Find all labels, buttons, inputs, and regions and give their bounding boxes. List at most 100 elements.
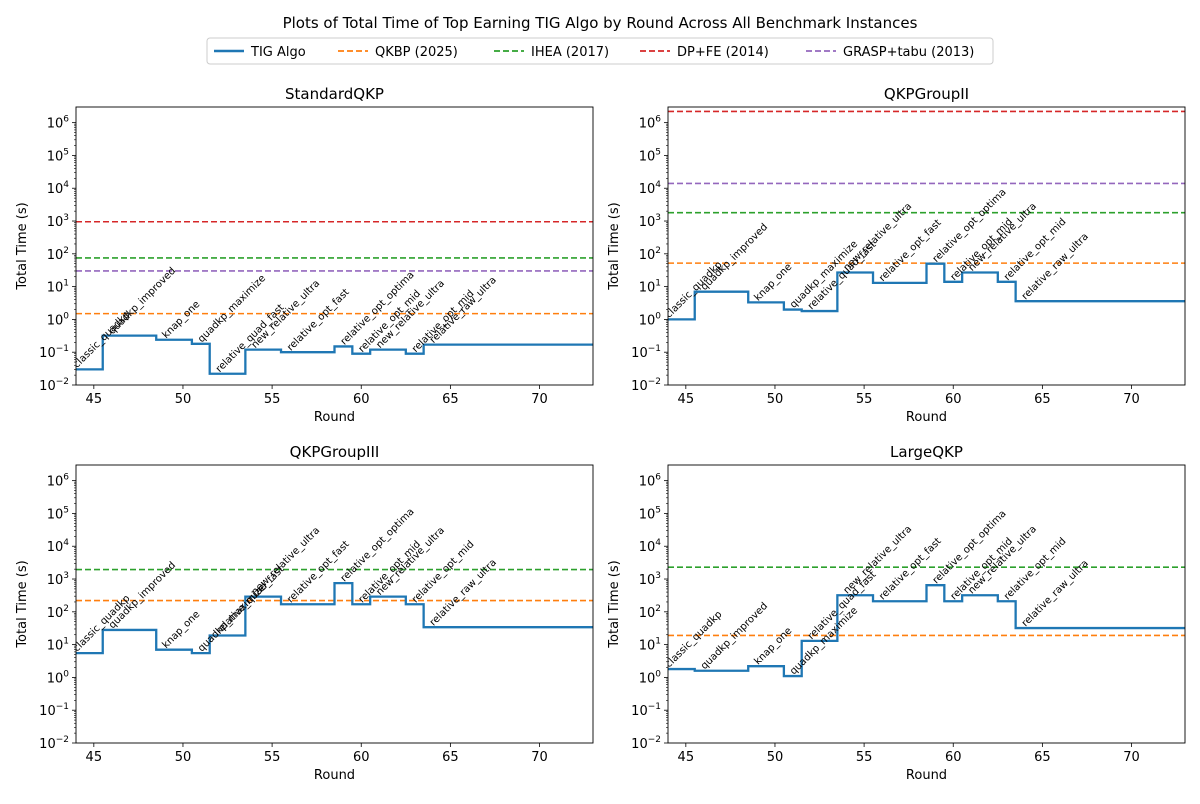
legend-item-tig-algo: TIG Algo	[214, 45, 306, 60]
x-tick-label: 70	[531, 392, 548, 407]
legend-label: QKBP (2025)	[375, 45, 458, 60]
x-tick-label: 60	[353, 750, 370, 765]
step-line-tig-algo	[668, 584, 1185, 678]
y-tick-label: 105	[47, 505, 69, 522]
x-tick-label: 45	[86, 750, 103, 765]
y-tick-label: 102	[639, 246, 661, 263]
annotation-label: quadkp_improved	[699, 222, 770, 293]
step-line-tig-algo	[76, 581, 593, 655]
x-axis-label: Round	[906, 410, 947, 425]
annotation-label: knap_one	[752, 625, 794, 667]
x-tick-label: 70	[531, 750, 548, 765]
y-tick-label: 100	[47, 311, 70, 328]
plot-area: classic_quadkpquadkp_improvedknap_onequa…	[668, 110, 1185, 321]
y-tick-label: 106	[47, 115, 70, 132]
y-tick-label: 106	[47, 473, 70, 490]
x-axis-label: Round	[314, 410, 355, 425]
legend-label: DP+FE (2014)	[677, 45, 769, 60]
figure-title: Plots of Total Time of Top Earning TIG A…	[283, 14, 918, 32]
x-tick-label: 50	[175, 750, 192, 765]
annotation-label: relative_raw_ultra	[1020, 231, 1091, 302]
subplot-title: QKPGroupII	[884, 85, 969, 103]
annotation-label: quadkp_improved	[107, 560, 178, 631]
y-tick-label: 10−2	[39, 377, 69, 394]
x-tick-label: 65	[442, 750, 459, 765]
x-axis-label: Round	[314, 768, 355, 783]
x-tick-label: 60	[945, 392, 962, 407]
subplot-title: StandardQKP	[285, 85, 384, 103]
x-axis-label: Round	[906, 768, 947, 783]
legend-item-grasp-tabu: GRASP+tabu (2013)	[806, 45, 974, 60]
y-axis-label: Total Time (s)	[15, 202, 30, 290]
x-tick-label: 45	[86, 392, 103, 407]
y-tick-label: 100	[47, 669, 70, 686]
y-axis-label: Total Time (s)	[607, 560, 622, 648]
y-tick-label: 100	[639, 669, 662, 686]
legend: TIG Algo QKBP (2025) IHEA (2017) DP+FE (…	[206, 37, 994, 65]
x-tick-label: 65	[1034, 392, 1051, 407]
y-tick-label: 10−1	[39, 344, 69, 361]
x-tick-label: 55	[264, 750, 281, 765]
legend-label: IHEA (2017)	[531, 45, 609, 60]
y-tick-label: 101	[47, 637, 69, 654]
x-tick-label: 50	[175, 392, 192, 407]
y-tick-label: 105	[47, 147, 69, 164]
y-tick-label: 101	[639, 279, 661, 296]
axes-frame	[667, 464, 1186, 744]
subplot-title: LargeQKP	[890, 443, 963, 461]
y-tick-label: 104	[47, 180, 70, 197]
x-tick-label: 60	[353, 392, 370, 407]
subplot-largeqkp: LargeQKP 10−2 10−1 100 101 102 103 104 105 106 45 5…	[607, 443, 1186, 783]
step-line-tig-algo	[668, 262, 1185, 321]
x-tick-label: 50	[767, 750, 784, 765]
x-tick-label: 55	[856, 392, 873, 407]
y-tick-label: 101	[639, 637, 661, 654]
axes-frame	[75, 106, 594, 386]
legend-label: TIG Algo	[250, 45, 306, 60]
plot-area: classic_quadkpquadkp_improvedknap_onequa…	[76, 506, 593, 655]
annotation-label: relative_quad_fast	[806, 569, 879, 642]
y-tick-label: 105	[639, 147, 661, 164]
x-tick-label: 50	[767, 392, 784, 407]
y-tick-label: 105	[639, 505, 661, 522]
y-axis-label: Total Time (s)	[15, 560, 30, 648]
y-tick-label: 10−2	[39, 735, 69, 752]
y-tick-label: 10−1	[631, 344, 661, 361]
subplot-title: QKPGroupIII	[290, 443, 380, 461]
subplots: StandardQKP 10−2 10−1 100 101 102 103 104 105 106…	[15, 85, 1186, 783]
y-tick-label: 106	[639, 473, 662, 490]
y-tick-label: 10−2	[631, 377, 661, 394]
legend-item-qkbp: QKBP (2025)	[338, 45, 458, 60]
legend-item-dpfe: DP+FE (2014)	[640, 45, 769, 60]
y-tick-label: 104	[47, 538, 70, 555]
subplot-qkpgroupii: QKPGroupII 10−2 10−1 100 101 102 103 104 105 106 4…	[607, 85, 1186, 425]
x-tick-label: 55	[264, 392, 281, 407]
y-tick-label: 10−1	[631, 702, 661, 719]
y-tick-label: 104	[639, 538, 662, 555]
plot-area: classic_quadkpquadkp_improvedknap_onequa…	[76, 220, 593, 375]
x-tick-label: 65	[442, 392, 459, 407]
y-tick-label: 104	[639, 180, 662, 197]
annotation-label: knap_one	[160, 299, 202, 341]
annotation-label: new_relative_ultra	[842, 524, 915, 597]
y-tick-label: 103	[639, 571, 661, 588]
y-tick-label: 101	[47, 279, 69, 296]
y-tick-label: 100	[639, 311, 662, 328]
y-tick-label: 10−1	[39, 702, 69, 719]
x-tick-label: 60	[945, 750, 962, 765]
x-tick-label: 45	[678, 392, 695, 407]
y-tick-label: 102	[47, 246, 69, 263]
legend-frame	[206, 37, 994, 65]
y-tick-label: 103	[47, 571, 69, 588]
annotation-label: knap_one	[752, 262, 794, 304]
legend-item-ihea: IHEA (2017)	[494, 45, 609, 60]
subplot-standardqkp: StandardQKP 10−2 10−1 100 101 102 103 104 105 106…	[15, 85, 594, 425]
x-tick-label: 70	[1123, 392, 1140, 407]
annotation-label: knap_one	[160, 609, 202, 651]
step-line-tig-algo	[76, 334, 593, 375]
legend-label: GRASP+tabu (2013)	[843, 45, 974, 60]
y-axis-label: Total Time (s)	[607, 202, 622, 290]
subplot-qkpgroupiii: QKPGroupIII 10−2 10−1 100 101 102 103 104 105 106…	[15, 443, 594, 783]
axes-frame	[75, 464, 594, 744]
